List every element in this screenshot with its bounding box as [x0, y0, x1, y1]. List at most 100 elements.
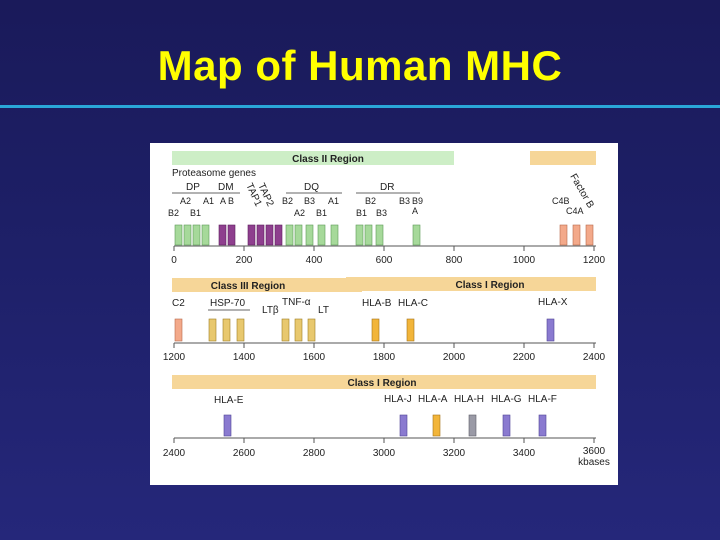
tick-label: 1400	[233, 352, 256, 363]
class-iii-region-label: Class III Region	[211, 281, 285, 292]
gene-box	[294, 224, 303, 246]
gene-label: A	[412, 206, 418, 216]
gene-label: A2	[294, 208, 305, 218]
gene-box	[307, 318, 316, 342]
tick-label: 2400	[163, 448, 186, 459]
gene-label: B1	[190, 208, 201, 218]
hla-x-label: HLA-X	[538, 297, 568, 308]
hla-f-label: HLA-F	[528, 394, 557, 405]
tick-label: 3600	[583, 446, 606, 457]
gene-box	[192, 224, 201, 246]
gene-box	[432, 414, 441, 437]
gene-box	[468, 414, 477, 437]
gene-box	[201, 224, 210, 246]
hsp70-label: HSP-70	[210, 298, 245, 309]
class-iii-band	[172, 278, 362, 292]
hla-j-label: HLA-J	[384, 394, 412, 405]
tick-label: 800	[446, 255, 463, 266]
scale-ticks-2	[173, 343, 595, 348]
dq-label: DQ	[304, 182, 319, 193]
tick-label: 3200	[443, 448, 466, 459]
gene-box	[265, 224, 274, 246]
tick-label: 2000	[443, 352, 466, 363]
hla-e-label: HLA-E	[214, 395, 244, 406]
tick-label: 3400	[513, 448, 536, 459]
gene-label: B2	[365, 196, 376, 206]
dr-label: DR	[380, 182, 394, 193]
tick-label: 2600	[233, 448, 256, 459]
gene-label: B2	[168, 208, 179, 218]
gene-label: B9	[412, 196, 423, 206]
c4b-label: C4B	[552, 196, 570, 206]
proteasome-genes-label: Proteasome genes	[172, 168, 256, 179]
class-ii-gene-boxes	[174, 224, 594, 246]
tick-label: 2200	[513, 352, 536, 363]
slide-title: Map of Human MHC	[157, 42, 563, 89]
gene-label: B2	[282, 196, 293, 206]
class-i-band-2	[346, 277, 596, 291]
tick-label: 1200	[583, 255, 606, 266]
tick-label: 1200	[163, 352, 186, 363]
scale-ticks-1	[173, 246, 595, 251]
gene-box	[412, 224, 421, 246]
gene-box	[546, 318, 555, 342]
dp-label: DP	[186, 182, 200, 193]
gene-box	[355, 224, 364, 246]
tnf-alpha-label: TNF-α	[282, 297, 311, 308]
tick-label: 1600	[303, 352, 326, 363]
gene-box	[281, 318, 290, 342]
gene-label: B1	[356, 208, 367, 218]
tick-label: 600	[376, 255, 393, 266]
mhc-map-figure: Class II Region Proteasome genes DP DM D…	[150, 143, 618, 485]
gene-label: B3	[376, 208, 387, 218]
lt-beta-label: LTβ	[262, 305, 279, 316]
gene-box	[208, 318, 217, 342]
gene-label: A2	[180, 196, 191, 206]
gene-label: A1	[328, 196, 339, 206]
gene-label: A B	[220, 196, 234, 206]
gene-box	[222, 318, 231, 342]
gene-box	[305, 224, 314, 246]
gene-box	[375, 224, 384, 246]
class-iii-gene-boxes	[174, 318, 555, 342]
hla-h-label: HLA-H	[454, 394, 484, 405]
gene-box	[274, 224, 283, 246]
class-ii-region-label: Class II Region	[292, 154, 364, 165]
scale-unit-label: kbases	[578, 457, 610, 468]
class-i-band-3	[172, 375, 596, 389]
class-i-region-label-3: Class I Region	[348, 378, 417, 389]
gene-box	[559, 224, 568, 246]
tick-label: 1800	[373, 352, 396, 363]
hla-b-label: HLA-B	[362, 298, 392, 309]
gene-box	[502, 414, 511, 437]
hla-a-label: HLA-A	[418, 394, 448, 405]
gene-box	[585, 224, 594, 246]
class-i-region-label-2: Class I Region	[456, 280, 525, 291]
gene-label: B3	[304, 196, 315, 206]
hla-c-label: HLA-C	[398, 298, 428, 309]
gene-label: B1	[316, 208, 327, 218]
mhc-map-svg: Class II Region Proteasome genes DP DM D…	[163, 151, 610, 468]
gene-box	[256, 224, 265, 246]
gene-box	[247, 224, 256, 246]
class-iii-band-top	[530, 151, 596, 165]
c2-label: C2	[172, 298, 185, 309]
gene-box	[371, 318, 380, 342]
gene-box	[406, 318, 415, 342]
scale-ticks-3	[173, 438, 595, 443]
gene-box	[223, 414, 232, 437]
gene-label: B3	[399, 196, 410, 206]
tick-label: 200	[236, 255, 253, 266]
gene-box	[399, 414, 408, 437]
gene-box	[317, 224, 326, 246]
gene-box	[330, 224, 339, 246]
gene-box	[572, 224, 581, 246]
tick-label: 2800	[303, 448, 326, 459]
dm-label: DM	[218, 182, 234, 193]
factor-b-label: Factor B	[567, 172, 596, 211]
gene-box	[174, 224, 183, 246]
tick-label: 400	[306, 255, 323, 266]
gene-box	[285, 224, 294, 246]
tick-label: 1000	[513, 255, 536, 266]
hla-g-label: HLA-G	[491, 394, 522, 405]
